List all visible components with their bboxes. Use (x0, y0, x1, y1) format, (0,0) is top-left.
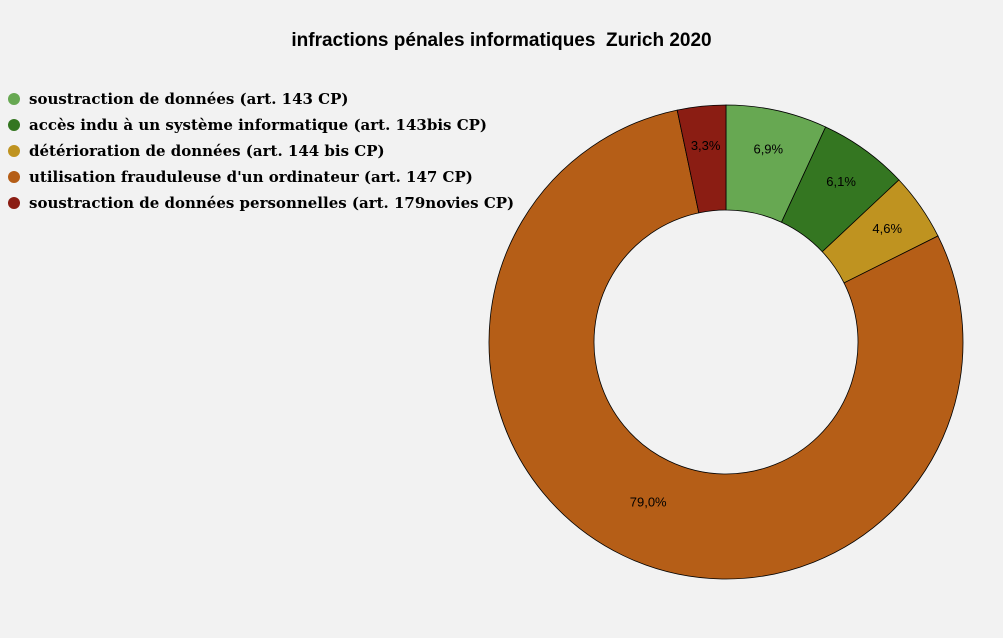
donut-slice[interactable] (676, 104, 727, 214)
legend-label: soustraction de données personnelles (ar… (29, 194, 515, 212)
slice-value-label: 79,0% (630, 495, 667, 510)
legend: soustraction de données (art. 143 CP) ac… (8, 86, 514, 216)
slice-value-label: 3,3% (691, 138, 721, 153)
legend-item[interactable]: accès indu à un système informatique (ar… (8, 112, 514, 138)
legend-label: utilisation frauduleuse d'un ordinateur … (29, 168, 473, 186)
slice-value-label: 4,6% (872, 221, 902, 236)
donut-slice[interactable] (488, 109, 964, 580)
chart-title: infractions pénales informatiques Zurich… (291, 30, 712, 51)
slice-value-label: 6,9% (753, 142, 783, 157)
legend-item[interactable]: détérioration de données (art. 144 bis C… (8, 138, 514, 164)
legend-item[interactable]: utilisation frauduleuse d'un ordinateur … (8, 164, 514, 190)
legend-swatch (8, 197, 20, 209)
legend-swatch (8, 145, 20, 157)
legend-label: soustraction de données (art. 143 CP) (29, 90, 349, 108)
legend-swatch (8, 171, 20, 183)
slice-value-label: 6,1% (826, 174, 856, 189)
legend-label: détérioration de données (art. 144 bis C… (29, 142, 385, 160)
legend-swatch (8, 119, 20, 131)
legend-item[interactable]: soustraction de données (art. 143 CP) (8, 86, 514, 112)
legend-swatch (8, 93, 20, 105)
legend-item[interactable]: soustraction de données personnelles (ar… (8, 190, 514, 216)
legend-label: accès indu à un système informatique (ar… (29, 116, 488, 134)
